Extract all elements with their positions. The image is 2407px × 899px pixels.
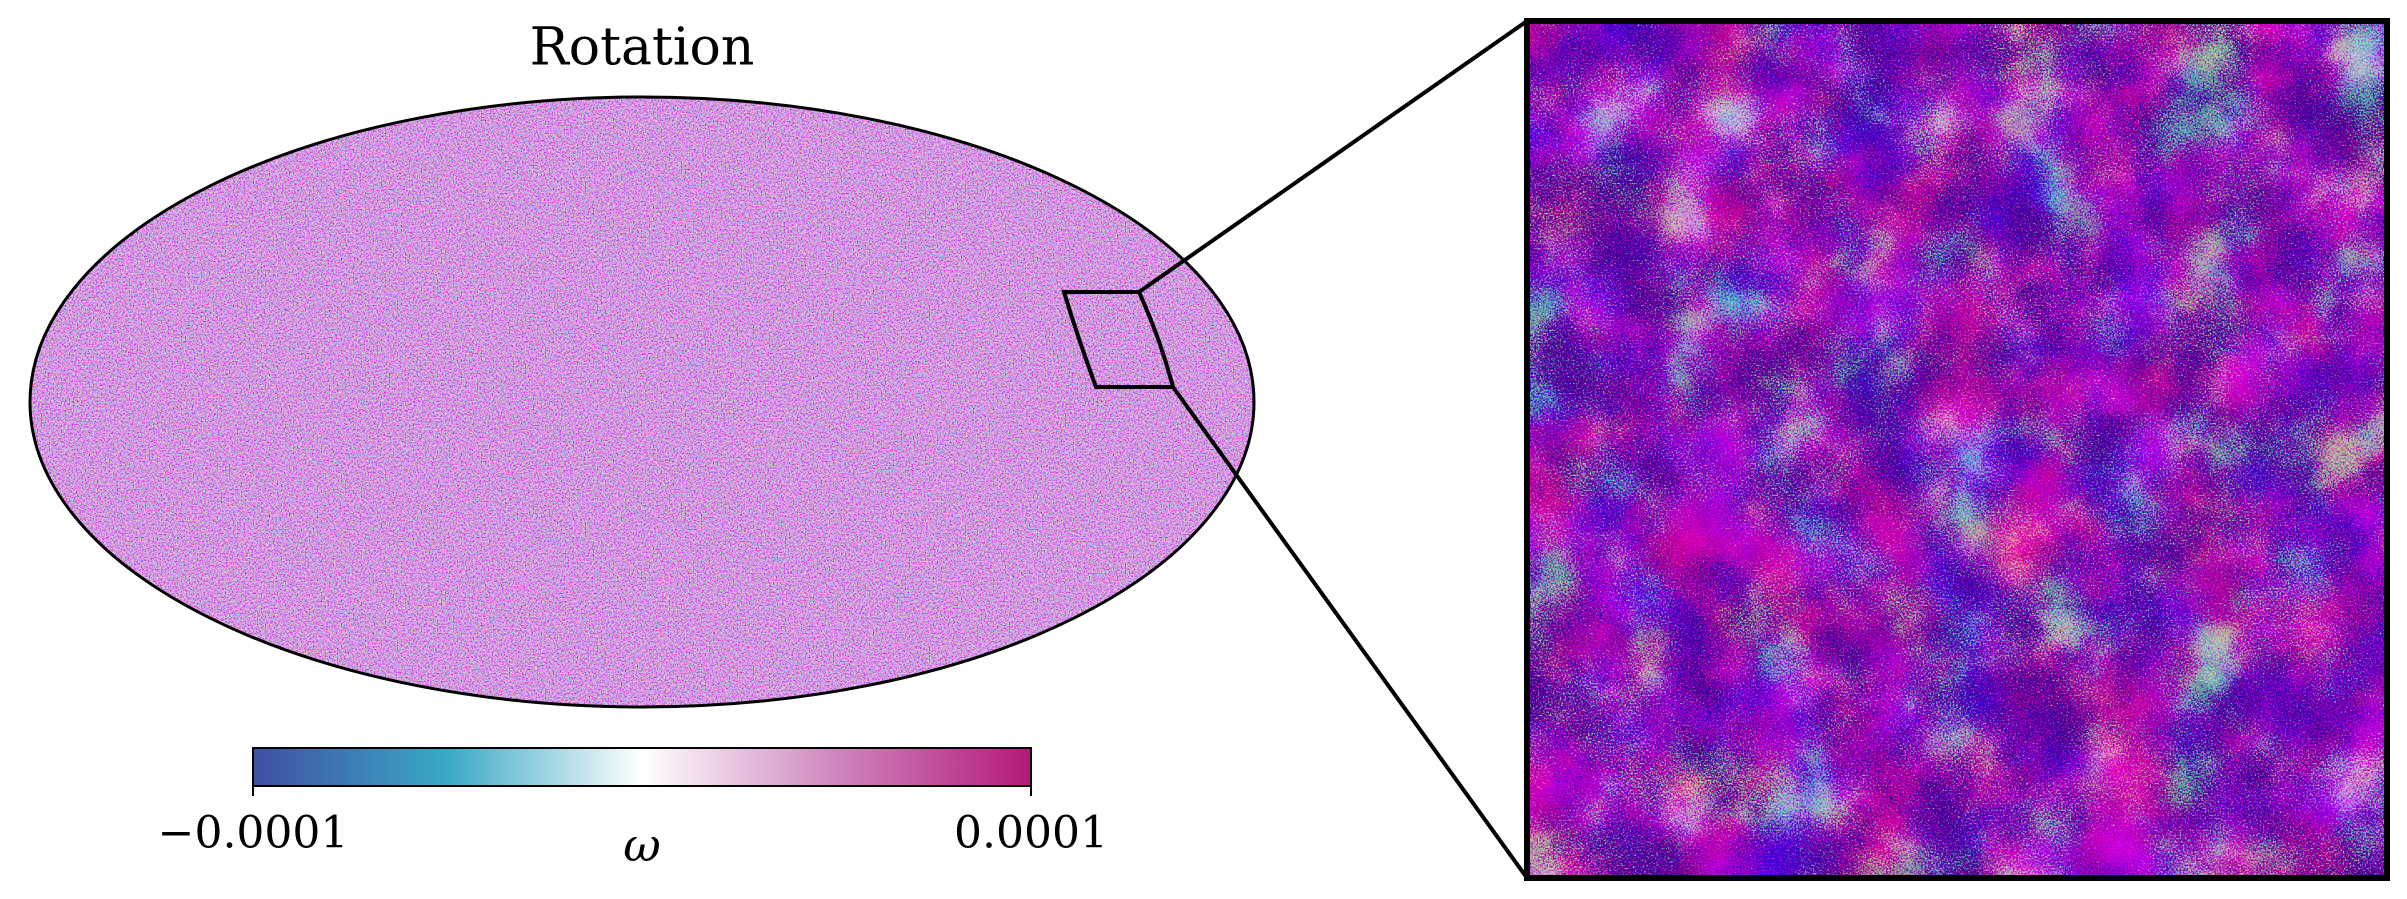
sky-map bbox=[30, 97, 1254, 707]
colorbar-label: ω bbox=[623, 818, 661, 872]
chart-title: Rotation bbox=[530, 18, 755, 78]
zoom-connector bbox=[1137, 19, 1529, 294]
colorbar bbox=[252, 747, 1032, 787]
colorbar-tick-label: −0.0001 bbox=[158, 808, 349, 859]
map-texture bbox=[30, 97, 1254, 707]
map-outline bbox=[28, 95, 1256, 709]
zoom-frame bbox=[1524, 18, 2390, 881]
colorbar-tick-label: 0.0001 bbox=[954, 808, 1108, 859]
zoom-connector bbox=[1171, 385, 1529, 880]
zoom-panel bbox=[1527, 21, 2387, 878]
